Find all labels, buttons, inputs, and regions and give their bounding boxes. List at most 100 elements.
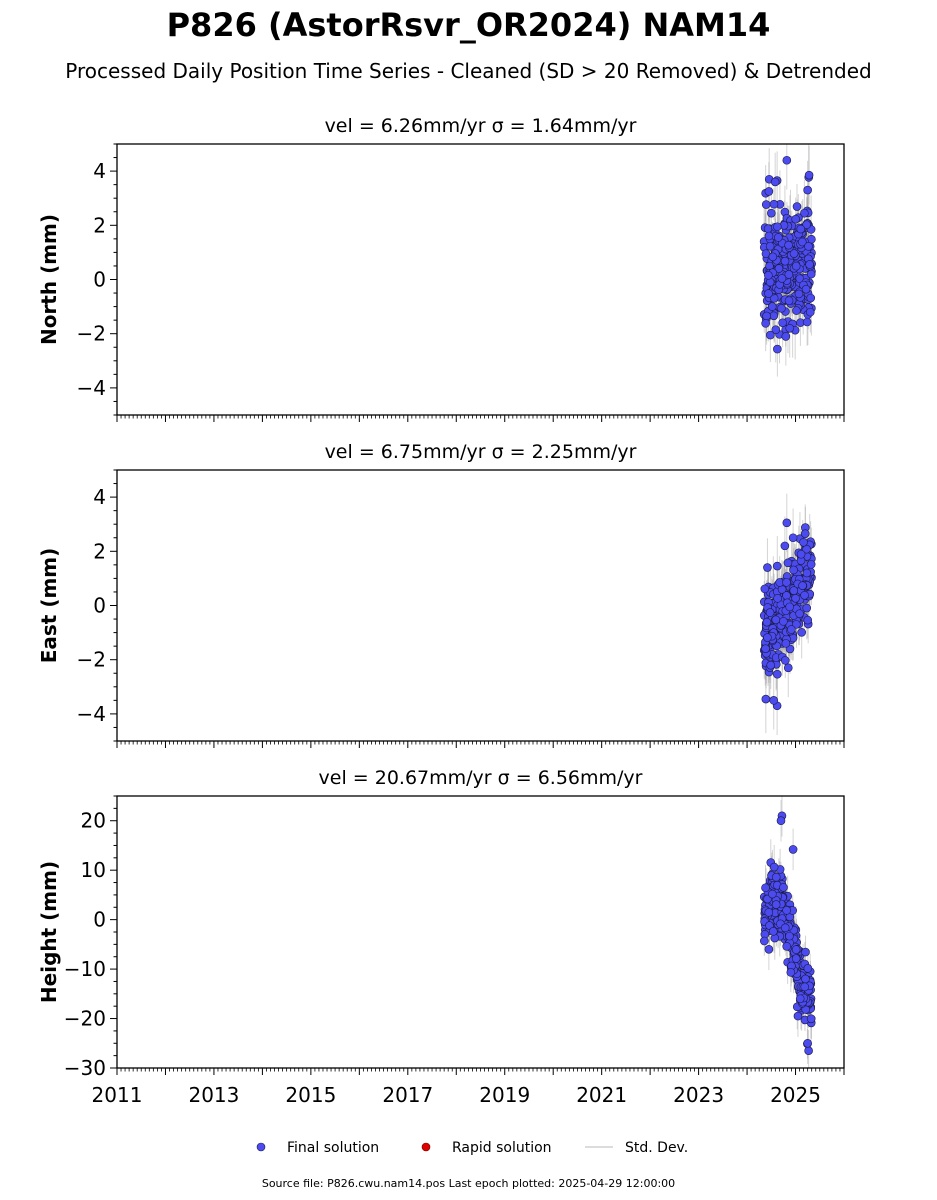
north-point bbox=[794, 289, 804, 299]
north-y-tick-label: 2 bbox=[93, 213, 106, 237]
east-point bbox=[771, 615, 781, 625]
footer-source: Source file: P826.cwu.nam14.pos Last epo… bbox=[262, 1177, 675, 1190]
east-y-tick-label: 4 bbox=[93, 485, 106, 509]
north-point bbox=[791, 214, 800, 224]
east-point bbox=[789, 565, 798, 575]
east-point bbox=[798, 581, 807, 590]
north-point bbox=[773, 222, 782, 232]
east-point bbox=[782, 578, 791, 587]
east-point bbox=[762, 617, 772, 627]
height-axes-frame bbox=[116, 795, 845, 1069]
east-point bbox=[783, 558, 793, 568]
height-point bbox=[795, 994, 805, 1004]
height-point bbox=[782, 942, 792, 951]
east-y-tick-label: −4 bbox=[77, 702, 106, 726]
north-point bbox=[765, 241, 775, 251]
height-point bbox=[779, 883, 788, 892]
north-point bbox=[777, 274, 787, 283]
east-point bbox=[761, 694, 771, 704]
north-point bbox=[806, 293, 816, 303]
east-point bbox=[766, 660, 776, 670]
height-x-tick-label: 2011 bbox=[92, 1083, 143, 1107]
height-point bbox=[788, 845, 798, 854]
east-point bbox=[765, 608, 775, 617]
north-point bbox=[761, 200, 771, 209]
height-point bbox=[800, 982, 810, 992]
north-point bbox=[791, 261, 801, 271]
north-point bbox=[773, 344, 782, 354]
east-point bbox=[769, 696, 779, 705]
north-point bbox=[774, 233, 783, 242]
east-y-axis-label: East (mm) bbox=[37, 548, 61, 664]
east-point bbox=[788, 533, 798, 543]
north-y-tick-label: 0 bbox=[93, 268, 106, 292]
north-point bbox=[770, 177, 780, 187]
north-point bbox=[774, 264, 784, 273]
height-point bbox=[785, 931, 794, 941]
east-point bbox=[763, 563, 772, 572]
height-y-axis-label: Height (mm) bbox=[37, 861, 61, 1003]
north-point bbox=[762, 311, 771, 321]
height-point bbox=[764, 945, 774, 954]
north-point bbox=[805, 260, 814, 269]
height-x-tick-label: 2019 bbox=[479, 1083, 530, 1107]
east-data bbox=[759, 493, 816, 736]
east-point bbox=[806, 560, 816, 569]
height-point bbox=[761, 883, 770, 893]
height-point bbox=[804, 1046, 813, 1055]
east-point bbox=[783, 663, 793, 673]
north-point bbox=[767, 208, 776, 218]
height-y-tick-label: −20 bbox=[64, 1007, 106, 1031]
east-point bbox=[785, 602, 794, 612]
north-point bbox=[764, 231, 774, 241]
north-point bbox=[763, 224, 773, 233]
north-point bbox=[784, 240, 793, 250]
north-panel-title: vel = 6.26mm/yr σ = 1.64mm/yr bbox=[325, 115, 637, 137]
figure-title: P826 (AstorRsvr_OR2024) NAM14 bbox=[167, 6, 771, 44]
east-y-tick-label: 2 bbox=[93, 539, 106, 563]
north-point bbox=[764, 289, 773, 298]
north-point bbox=[798, 237, 807, 247]
east-point bbox=[800, 529, 810, 538]
east-panel: vel = 6.75mm/yr σ = 2.25mm/yr East (mm) −4… bbox=[37, 441, 845, 748]
north-point bbox=[768, 252, 778, 262]
legend-final-label: Final solution bbox=[287, 1140, 379, 1156]
north-point bbox=[802, 220, 811, 230]
height-point bbox=[760, 936, 769, 946]
height-point bbox=[806, 1014, 816, 1024]
height-data bbox=[759, 796, 816, 1068]
north-point bbox=[769, 199, 779, 209]
east-y-tick-label: −2 bbox=[77, 648, 106, 672]
north-point bbox=[801, 284, 811, 294]
north-point bbox=[806, 269, 816, 279]
legend-rapid-marker bbox=[421, 1142, 431, 1152]
north-point bbox=[778, 318, 787, 328]
east-point bbox=[803, 615, 813, 625]
height-point bbox=[776, 816, 786, 826]
north-point bbox=[803, 185, 812, 195]
height-x-tick-label: 2025 bbox=[770, 1083, 821, 1107]
height-panel-title: vel = 20.67mm/yr σ = 6.56mm/yr bbox=[319, 767, 643, 789]
east-point bbox=[795, 609, 804, 618]
north-point bbox=[780, 256, 790, 266]
east-point bbox=[782, 518, 792, 528]
figure-subtitle: Processed Daily Position Time Series - C… bbox=[65, 59, 871, 83]
height-point bbox=[803, 964, 813, 973]
north-y-tick-label: 4 bbox=[93, 159, 106, 183]
north-point bbox=[804, 242, 813, 251]
north-point bbox=[764, 187, 774, 196]
north-point bbox=[789, 249, 799, 258]
east-point bbox=[760, 584, 770, 594]
legend: Final solution Rapid solution Std. Dev. bbox=[256, 1140, 688, 1156]
height-y-tick-label: 20 bbox=[81, 809, 106, 833]
height-x-tick-label: 2023 bbox=[673, 1083, 724, 1107]
height-x-tick-label: 2015 bbox=[285, 1083, 336, 1107]
north-y-tick-label: −4 bbox=[77, 376, 106, 400]
height-point bbox=[768, 889, 777, 899]
east-point bbox=[781, 639, 791, 648]
height-point bbox=[769, 927, 778, 936]
east-point bbox=[779, 617, 788, 626]
north-point bbox=[767, 302, 777, 311]
